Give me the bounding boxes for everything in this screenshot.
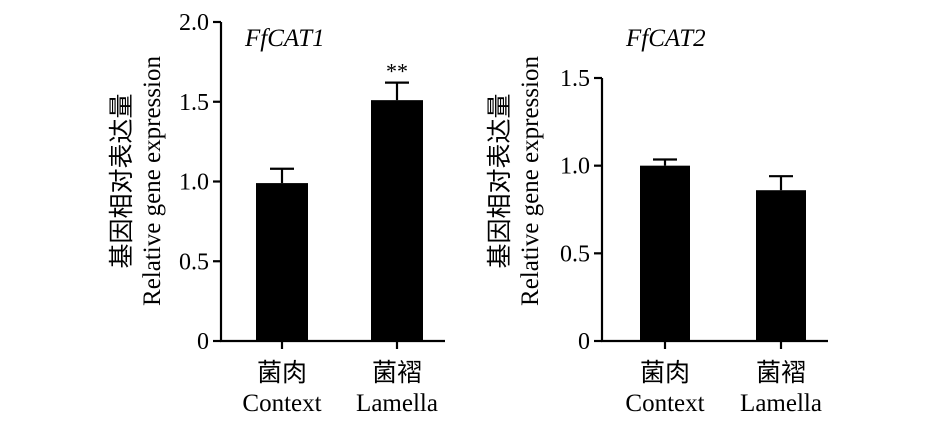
significance-label: ** bbox=[386, 59, 408, 84]
y-tick-label: 1.5 bbox=[560, 66, 590, 92]
bar bbox=[371, 100, 423, 341]
bar bbox=[256, 183, 308, 341]
x-category-label: Context bbox=[242, 390, 321, 417]
x-category-label: Lamella bbox=[356, 390, 438, 417]
y-tick-label: 1.5 bbox=[179, 90, 209, 116]
panel-1: 0 0.5 1.0 1.5 2.0 菌肉 Context ** 菌褶 Lamella FfCAT1 基… bbox=[108, 10, 445, 417]
y-axis-label: Relative gene expression bbox=[517, 56, 544, 306]
y-tick-label: 0.5 bbox=[560, 241, 590, 267]
y-tick-label: 1.0 bbox=[560, 154, 590, 180]
chart-title: FfCAT2 bbox=[625, 25, 706, 52]
y-tick-label: 0.5 bbox=[179, 249, 209, 275]
chart-title: FfCAT1 bbox=[244, 25, 325, 52]
bar bbox=[756, 190, 806, 341]
y-tick-label: 0 bbox=[197, 329, 209, 355]
y-axis-label: Relative gene expression bbox=[139, 56, 166, 306]
x-category-label: Context bbox=[625, 390, 704, 417]
panel-2: 0 0.5 1.0 1.5 菌肉 Context 菌褶 Lamella FfCAT2 基因相对表达… bbox=[486, 25, 828, 417]
y-axis-label-cn: 基因相对表达量 bbox=[108, 93, 136, 268]
y-tick-label: 1.0 bbox=[179, 170, 209, 196]
x-category-label-cn: 菌肉 bbox=[257, 359, 307, 387]
x-category-label-cn: 菌褶 bbox=[756, 359, 806, 387]
bar bbox=[640, 165, 690, 341]
y-axis-label-cn: 基因相对表达量 bbox=[486, 93, 514, 268]
x-category-label: Lamella bbox=[740, 390, 822, 417]
x-category-label-cn: 菌肉 bbox=[640, 359, 690, 387]
x-category-label-cn: 菌褶 bbox=[372, 359, 422, 387]
y-tick-label: 2.0 bbox=[179, 10, 209, 36]
y-tick-label: 0 bbox=[578, 329, 590, 355]
